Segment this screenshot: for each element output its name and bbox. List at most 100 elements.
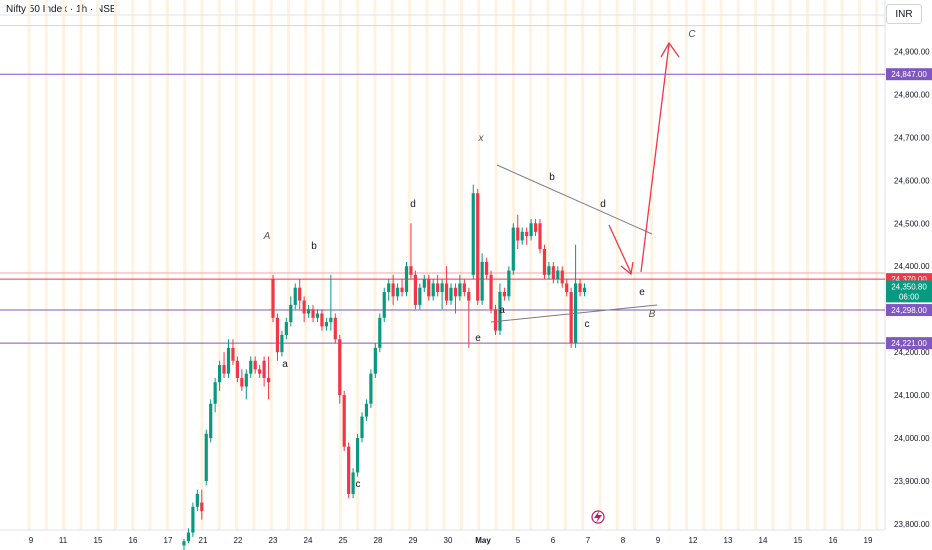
candle-body bbox=[280, 334, 284, 353]
candle-body bbox=[275, 317, 280, 353]
candle-body bbox=[298, 287, 302, 301]
candle-body bbox=[525, 231, 529, 237]
y-tick-label: 23,900.00 bbox=[894, 477, 930, 486]
candle-body bbox=[422, 279, 426, 288]
x-tick-label: 23 bbox=[269, 536, 278, 545]
candle-body bbox=[320, 313, 324, 327]
candle-body bbox=[324, 322, 328, 327]
price-level-tag bbox=[886, 337, 932, 350]
y-tick-label: 24,500.00 bbox=[894, 219, 930, 228]
session-band bbox=[200, 0, 204, 530]
candle-body bbox=[480, 261, 484, 301]
wave-label: d bbox=[600, 199, 606, 210]
candle-body bbox=[382, 292, 386, 318]
session-band bbox=[131, 0, 135, 530]
candle-body bbox=[565, 283, 569, 293]
session-band bbox=[96, 0, 100, 530]
session-band bbox=[650, 0, 654, 530]
wave-label: a bbox=[499, 305, 505, 316]
candle-body bbox=[195, 493, 199, 507]
projection-down-arrowhead bbox=[620, 261, 634, 276]
candle-body bbox=[244, 373, 248, 387]
currency-button[interactable]: INR bbox=[886, 4, 922, 24]
candle-body bbox=[551, 266, 555, 280]
candle-body bbox=[360, 416, 364, 439]
session-band bbox=[27, 0, 31, 530]
price-level-tag bbox=[886, 304, 932, 317]
x-tick-label: 12 bbox=[689, 536, 698, 545]
price-level-label: 24,221.00 bbox=[891, 339, 927, 348]
candle-body bbox=[400, 287, 404, 293]
candle-body bbox=[315, 313, 320, 318]
projection-up-arrowhead bbox=[660, 41, 680, 58]
x-tick-label: 24 bbox=[304, 536, 313, 545]
x-tick-label: 16 bbox=[829, 536, 838, 545]
candle-body bbox=[338, 339, 342, 396]
session-band bbox=[148, 0, 152, 530]
wave-label: e bbox=[639, 287, 645, 298]
candle-body bbox=[516, 227, 520, 241]
candle-body bbox=[369, 373, 373, 404]
candle-body bbox=[476, 193, 480, 301]
session-band bbox=[114, 0, 117, 530]
session-band bbox=[338, 0, 342, 530]
price-level-tag bbox=[886, 68, 932, 81]
session-band bbox=[667, 0, 671, 530]
session-band bbox=[806, 0, 809, 530]
session-band bbox=[321, 0, 325, 530]
candle-body bbox=[347, 446, 351, 494]
y-tick-label: 24,900.00 bbox=[894, 47, 930, 56]
current-price-label: 24,350.80 bbox=[891, 282, 927, 291]
candle-body bbox=[520, 231, 524, 241]
candle-body bbox=[396, 287, 400, 297]
session-band bbox=[235, 0, 239, 530]
session-band bbox=[165, 0, 169, 530]
current-price-tag bbox=[886, 280, 932, 303]
session-band bbox=[754, 0, 758, 530]
session-band bbox=[598, 0, 602, 530]
candle-body bbox=[582, 287, 587, 293]
wave-label: x bbox=[478, 133, 485, 144]
y-tick-label: 24,400.00 bbox=[894, 262, 930, 271]
session-band bbox=[183, 0, 187, 530]
candle-body bbox=[226, 347, 231, 374]
session-band bbox=[217, 0, 221, 530]
session-band bbox=[442, 0, 446, 530]
candle-body bbox=[493, 309, 498, 331]
session-band bbox=[823, 0, 827, 530]
y-tick-label: 24,000.00 bbox=[894, 434, 930, 443]
x-tick-label: 14 bbox=[759, 536, 768, 545]
candle-body bbox=[284, 322, 288, 335]
x-tick-label: 17 bbox=[164, 536, 173, 545]
candle-body bbox=[529, 223, 533, 237]
candle-body bbox=[502, 292, 506, 297]
lightning-icon bbox=[594, 511, 602, 523]
chart-title: Nifty 50 Index · 1h · NSE bbox=[6, 4, 117, 15]
wave-label: B bbox=[649, 309, 656, 320]
price-level-label: 24,847.00 bbox=[891, 70, 927, 79]
x-tick-label: 22 bbox=[234, 536, 243, 545]
wave-label: A bbox=[263, 231, 271, 242]
candle-body bbox=[507, 270, 511, 297]
session-band bbox=[563, 0, 567, 530]
session-band bbox=[62, 0, 66, 530]
x-tick-label: 19 bbox=[864, 536, 873, 545]
candle-body bbox=[418, 287, 422, 305]
session-band bbox=[719, 0, 723, 530]
triangle-lower-trendline bbox=[490, 304, 658, 323]
candle-body bbox=[218, 365, 222, 383]
candle-body bbox=[404, 266, 409, 293]
candle-body bbox=[413, 274, 417, 305]
candle-body bbox=[258, 369, 262, 374]
candle-body bbox=[329, 317, 333, 323]
candle-body bbox=[289, 304, 293, 323]
candle-body bbox=[533, 223, 538, 232]
session-band bbox=[615, 0, 619, 530]
candle-body bbox=[333, 317, 337, 340]
candle-body bbox=[436, 283, 440, 293]
candle-body bbox=[387, 283, 391, 293]
candle-body bbox=[378, 317, 382, 348]
x-tick-label: 21 bbox=[199, 536, 208, 545]
session-band bbox=[857, 0, 861, 530]
